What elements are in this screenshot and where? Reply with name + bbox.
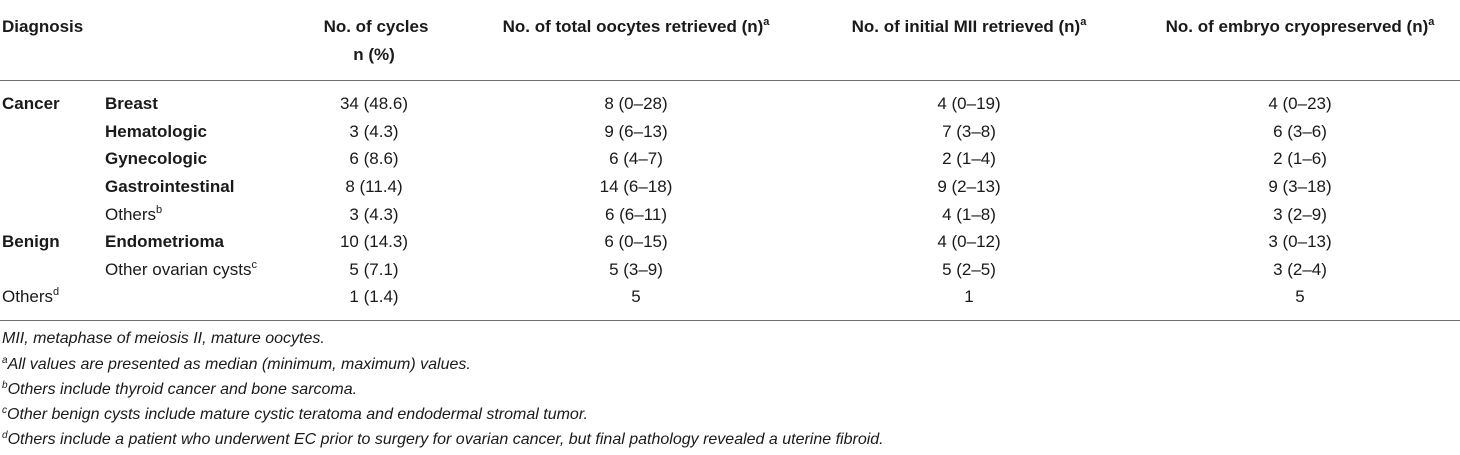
subgroup-label: Hematologic (105, 122, 208, 141)
cell-cycles: 3 (4.3) (349, 205, 399, 224)
cell-embryo: 2 (1–6) (1273, 149, 1327, 168)
header-mii: No. of initial MII retrieved (n)a (851, 16, 1087, 37)
cell-embryo: 3 (0–13) (1268, 232, 1332, 251)
group-label: Cancer (2, 94, 60, 113)
cell-embryo: 6 (3–6) (1273, 122, 1327, 141)
cell-oocytes: 5 (3–9) (609, 260, 663, 279)
subgroup-label: Othersb (105, 204, 163, 225)
cell-mii: 4 (0–19) (937, 94, 1001, 113)
cell-oocytes: 6 (0–15) (604, 232, 668, 251)
cell-mii: 1 (964, 287, 974, 306)
subgroup-label: Breast (105, 94, 158, 113)
cell-oocytes: 14 (6–18) (599, 177, 673, 196)
cell-mii: 2 (1–4) (942, 149, 996, 168)
cell-embryo: 3 (2–9) (1273, 205, 1327, 224)
header-oocytes: No. of total oocytes retrieved (n)a (502, 16, 770, 37)
cell-cycles: 3 (4.3) (349, 122, 399, 141)
bottom-rule (0, 320, 1460, 321)
footnote-d: dOthers include a patient who underwent … (2, 430, 884, 449)
group-label: Othersd (2, 286, 60, 307)
header-diagnosis: Diagnosis (2, 17, 84, 36)
cell-cycles: 34 (48.6) (339, 94, 409, 113)
subgroup-label: Gynecologic (105, 149, 208, 168)
subgroup-label: Endometrioma (105, 232, 225, 251)
cell-cycles: 6 (8.6) (349, 149, 399, 168)
cell-embryo: 4 (0–23) (1268, 94, 1332, 113)
cell-mii: 9 (2–13) (937, 177, 1001, 196)
footnote-c: cOther benign cysts include mature cysti… (2, 405, 588, 424)
cell-oocytes: 5 (631, 287, 641, 306)
footnote-abbreviation: MII, metaphase of meiosis II, mature ooc… (2, 330, 325, 347)
cell-embryo: 5 (1295, 287, 1305, 306)
footnote-b: bOthers include thyroid cancer and bone … (2, 380, 358, 399)
group-label: Benign (2, 232, 60, 251)
header-cycles-line1: No. of cycles (323, 17, 429, 36)
cell-embryo: 9 (3–18) (1268, 177, 1332, 196)
cell-cycles: 1 (1.4) (349, 287, 399, 306)
header-rule (0, 80, 1460, 81)
header-cycles-line2: n (%) (353, 45, 395, 64)
cell-mii: 4 (0–12) (937, 232, 1001, 251)
cell-oocytes: 6 (6–11) (604, 205, 668, 224)
cell-oocytes: 8 (0–28) (604, 94, 668, 113)
subgroup-label: Other ovarian cystsc (105, 259, 257, 280)
cell-cycles: 5 (7.1) (349, 260, 399, 279)
subgroup-label: Gastrointestinal (105, 177, 235, 196)
cell-embryo: 3 (2–4) (1273, 260, 1327, 279)
footnote-a: aAll values are presented as median (min… (2, 355, 471, 374)
cell-cycles: 8 (11.4) (345, 177, 403, 196)
cell-oocytes: 9 (6–13) (604, 122, 668, 141)
cell-cycles: 10 (14.3) (339, 232, 409, 251)
cell-oocytes: 6 (4–7) (609, 149, 663, 168)
cell-mii: 4 (1–8) (942, 205, 996, 224)
cell-mii: 7 (3–8) (942, 122, 996, 141)
cell-mii: 5 (2–5) (942, 260, 996, 279)
header-embryo: No. of embryo cryopreserved (n)a (1165, 16, 1435, 37)
